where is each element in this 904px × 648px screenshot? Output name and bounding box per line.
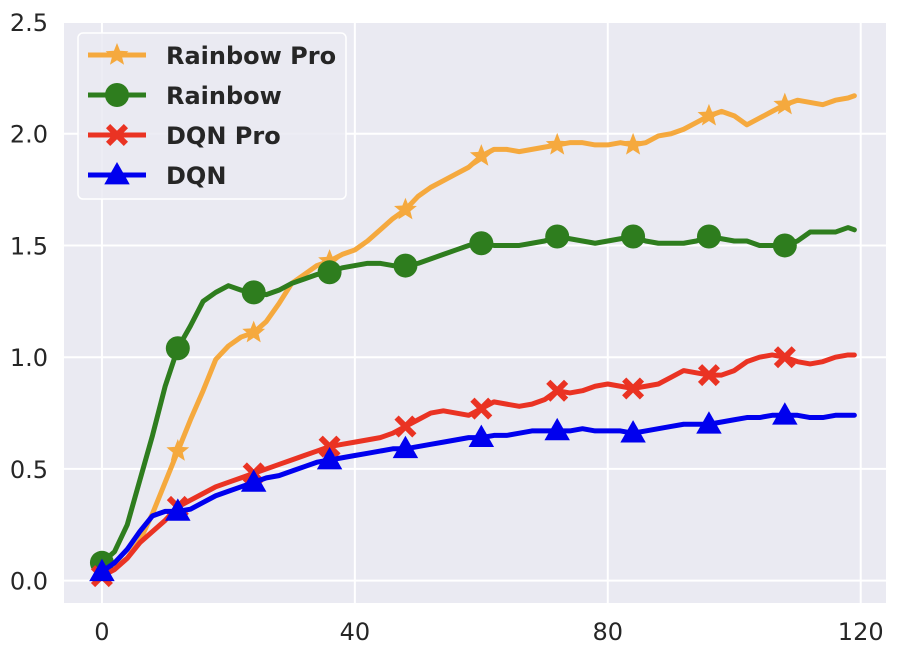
data-point-marker [622,377,645,400]
y-tick-label: 1.5 [10,232,48,260]
legend-label: Rainbow Pro [166,42,336,70]
data-point-marker [241,280,266,305]
legend-label: DQN [166,162,226,190]
legend-label: Rainbow [166,82,282,110]
data-point-marker [394,197,417,220]
legend-box [77,32,347,200]
data-point-marker [544,417,570,441]
series-rainbow-pro [99,92,857,577]
data-point-marker [621,132,645,155]
data-point-marker [546,379,569,402]
legend-marker [104,162,130,185]
x-tick-label: 0 [94,618,109,646]
y-tick-label: 2.5 [10,9,48,37]
data-point-marker [165,498,191,521]
series-dqn [89,402,857,582]
tick-labels: 0 40 80 120 0.0 0.5 1.0 1.5 2.0 2.5 [10,9,884,646]
data-point-marker [773,92,797,115]
y-tick-label: 0.5 [10,456,48,484]
data-point-marker [469,231,494,256]
series-layer [89,92,857,588]
data-point-marker [394,415,417,438]
x-tick-label: 40 [340,618,371,646]
data-point-marker [773,346,796,369]
data-point-marker [697,103,721,126]
data-point-marker [697,364,720,387]
data-point-marker [468,424,495,447]
data-point-marker [545,132,569,155]
data-point-marker [696,224,721,249]
legend-entry: Rainbow [88,82,282,110]
data-point-marker [470,397,493,420]
data-point-marker [696,411,722,434]
data-point-marker [240,469,267,492]
data-point-marker [316,446,343,470]
data-point-marker [165,336,190,361]
data-point-marker [166,439,190,461]
data-point-marker [242,320,266,343]
legend: Rainbow Pro Rainbow DQN Pro DQN [77,32,347,200]
legend-entry: DQN [88,162,226,190]
data-point-marker [620,420,646,443]
legend-entry: DQN Pro [88,122,281,150]
y-tick-label: 2.0 [10,121,48,149]
x-tick-label: 120 [838,618,884,646]
series-rainbow [89,224,857,575]
data-point-marker [772,402,798,425]
y-tick-label: 0.0 [10,568,48,596]
legend-label: DQN Pro [166,122,281,150]
data-point-marker [393,253,418,278]
data-point-marker [89,558,115,582]
legend-entry: Rainbow Pro [88,42,336,70]
data-point-marker [469,144,493,166]
data-point-marker [621,224,646,249]
x-tick-label: 80 [593,618,624,646]
legend-marker [106,124,128,146]
data-point-marker [772,233,797,258]
data-point-marker [317,260,342,285]
legend-marker [105,43,129,65]
data-point-marker [318,249,341,271]
legend-marker [105,83,129,107]
data-point-marker [545,224,570,249]
data-point-marker [318,435,341,458]
y-tick-label: 1.0 [10,344,48,372]
data-point-marker [392,435,419,459]
